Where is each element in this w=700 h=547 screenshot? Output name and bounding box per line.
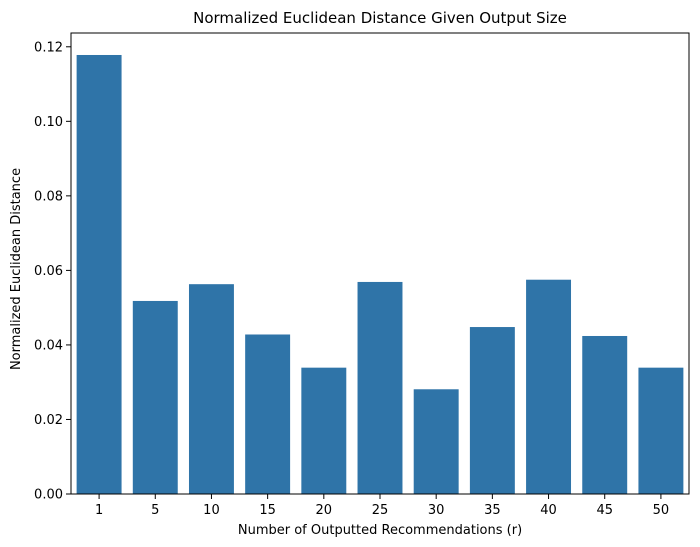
plot-frame: [70, 32, 690, 495]
bars-group: [76, 54, 684, 494]
bar-35: [469, 327, 515, 494]
x-tick-label: 15: [259, 503, 276, 518]
y-tick-label: 0.08: [34, 189, 63, 204]
y-tick-label: 0.06: [34, 264, 63, 279]
x-tick-label: 35: [484, 503, 501, 518]
y-tick-label: 0.04: [34, 338, 63, 353]
y-tick-label: 0.00: [34, 488, 63, 503]
x-tick-label: 5: [151, 503, 159, 518]
bar-40: [526, 279, 572, 494]
x-tick-label: 10: [203, 503, 220, 518]
x-axis-label: Number of Outputted Recommendations (r): [238, 523, 522, 538]
bar-45: [582, 335, 628, 494]
bar-10: [188, 284, 234, 494]
bar-30: [413, 389, 459, 494]
bar-15: [245, 334, 291, 494]
bar-50: [638, 367, 684, 494]
x-tick-label: 25: [372, 503, 389, 518]
x-tick-label: 45: [596, 503, 613, 518]
x-axis: 1 5 10 15 20 25 30 35 40 45 50: [95, 494, 669, 518]
chart-title: Normalized Euclidean Distance Given Outp…: [193, 9, 567, 27]
x-tick-label: 20: [316, 503, 333, 518]
y-tick-label: 0.12: [34, 40, 63, 55]
x-tick-label: 1: [95, 503, 103, 518]
x-tick-label: 40: [540, 503, 557, 518]
x-tick-label: 50: [653, 503, 670, 518]
bar-1: [76, 54, 122, 494]
y-tick-label: 0.02: [34, 413, 63, 428]
bar-20: [301, 367, 347, 494]
y-tick-label: 0.10: [34, 115, 63, 130]
y-axis-label: Normalized Euclidean Distance: [9, 168, 24, 370]
bar-5: [132, 300, 178, 494]
x-tick-label: 30: [428, 503, 445, 518]
bar-25: [357, 281, 403, 494]
y-axis: 0.00 0.02 0.04 0.06 0.08 0.10 0.12: [34, 40, 71, 503]
